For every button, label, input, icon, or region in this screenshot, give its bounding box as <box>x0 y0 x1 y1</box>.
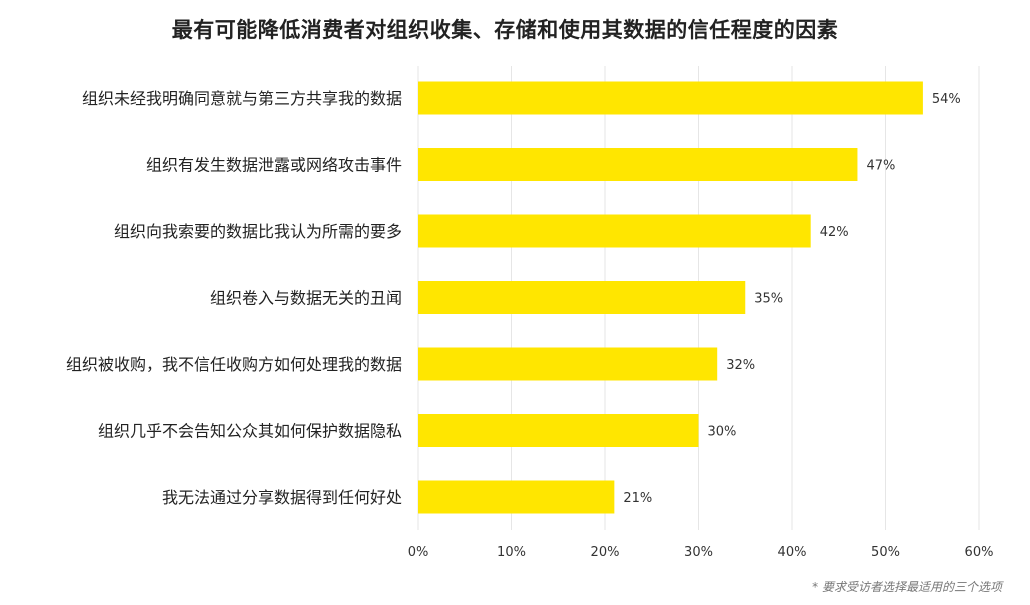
value-labels: 54% 47% 42% 35% 32% 30% 21% <box>623 92 960 506</box>
bar <box>418 148 858 181</box>
bar <box>418 281 746 314</box>
bars <box>418 81 923 514</box>
bar <box>418 414 699 447</box>
value-label: 30% <box>708 425 737 440</box>
value-label: 42% <box>820 225 849 240</box>
bar <box>418 81 923 115</box>
x-axis-tick-labels: 0% 10% 20% 30% 40% 50% 60% <box>408 545 994 560</box>
value-label: 35% <box>754 292 783 307</box>
category-label: 组织被收购，我不信任收购方如何处理我的数据 <box>66 355 402 374</box>
x-tick-label: 0% <box>408 545 429 560</box>
x-tick-label: 40% <box>778 545 807 560</box>
category-labels: 组织未经我明确同意就与第三方共享我的数据组织有发生数据泄露或网络攻击事件组织向我… <box>66 89 402 507</box>
bar <box>418 480 615 514</box>
x-tick-label: 30% <box>684 545 713 560</box>
chart-title: 最有可能降低消费者对组织收集、存储和使用其数据的信任程度的因素 <box>171 18 839 42</box>
value-label: 47% <box>866 159 895 174</box>
category-label: 组织卷入与数据无关的丑闻 <box>210 289 402 308</box>
category-label: 组织几乎不会告知公众其如何保护数据隐私 <box>98 422 402 441</box>
x-tick-label: 60% <box>965 545 994 560</box>
value-label: 32% <box>726 358 755 373</box>
footnote: * 要求受访者选择最适用的三个选项 <box>812 580 1002 594</box>
category-label: 我无法通过分享数据得到任何好处 <box>162 488 402 507</box>
category-label: 组织向我索要的数据比我认为所需的要多 <box>114 222 402 241</box>
bar <box>418 347 718 381</box>
value-label: 21% <box>623 491 652 506</box>
x-tick-label: 50% <box>871 545 900 560</box>
x-tick-label: 20% <box>591 545 620 560</box>
category-label: 组织有发生数据泄露或网络攻击事件 <box>146 156 402 175</box>
category-label: 组织未经我明确同意就与第三方共享我的数据 <box>82 89 402 108</box>
x-tick-label: 10% <box>497 545 526 560</box>
value-label: 54% <box>932 92 961 107</box>
bar <box>418 214 811 248</box>
